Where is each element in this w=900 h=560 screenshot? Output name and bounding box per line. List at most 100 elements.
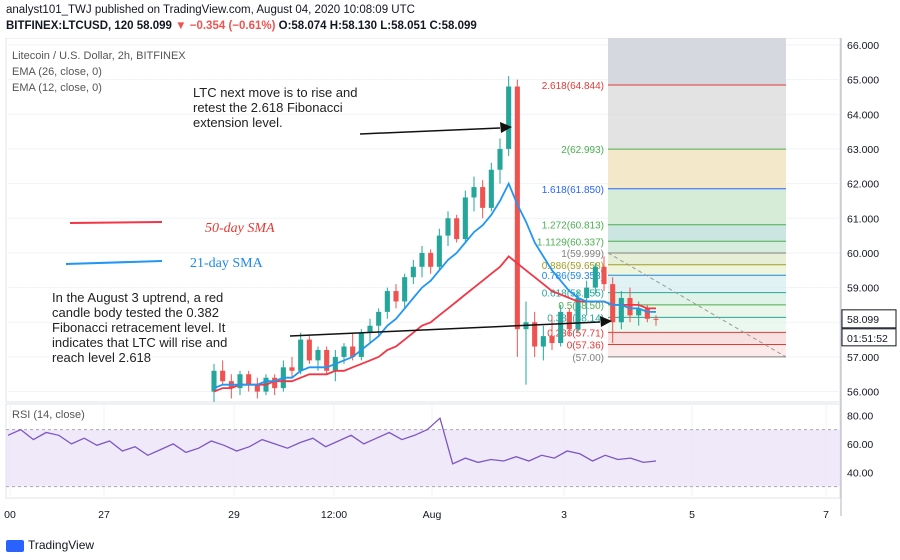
fib-zone [608,304,786,318]
sma50-legend-stroke [69,221,163,224]
fib-zone [608,275,786,293]
fib-zone [608,38,786,86]
time-tick-label: Aug [423,509,442,521]
candle-body [540,336,546,347]
rsi-band [6,429,840,487]
candle-body [272,377,278,389]
price-change: ▼ −0.354 (−0.61%) [175,20,276,32]
last-price-badge-text: 58.099 [847,314,879,326]
bottom-arrow-line [289,321,601,337]
top-annotation-line: LTC next move is to rise and [193,85,358,100]
fib-level-label: 2.618(64.844) [542,81,604,92]
fib-zone [608,252,786,265]
price-chart[interactable]: 66.000 65.000 64.000 63.000 62.000 61.000 60.0… [0,38,900,534]
fib-level-label: 1.1129(60.337) [537,237,604,248]
tradingview-logo[interactable]: TradingView [6,538,94,552]
bottom-arrow-head [600,316,612,327]
countdown-badge [841,328,897,347]
fib-level-label: 1.272(60.813) [542,221,604,232]
candle-body [480,187,486,208]
candle-body [428,252,434,267]
symbol-legend: Litecoin / U.S. Dollar, 2h, BITFINEX [12,50,186,62]
candle-body [220,370,226,382]
candle-body [445,218,451,236]
ohlc-values: O:58.074 H:58.130 L:58.051 C:58.099 [278,20,477,32]
bottom-annotation-line: reach level 2.618 [52,350,152,365]
time-tick-label: 3 [561,509,567,521]
sma50-label: 50-day SMA [205,221,275,236]
footer: TradingView [0,534,900,560]
fib-zone [608,264,786,276]
candle-body [246,374,252,385]
price-tick-label: 62.000 [847,179,879,191]
bottom-annotation-line: candle body tested the 0.382 [52,305,219,320]
candle-body [506,86,512,149]
fib-zone [608,332,786,345]
last-price: 58.099 [136,20,172,32]
fib-zone [608,188,786,225]
bottom-annotation: In the August 3 uptrend, a red candle bo… [52,290,227,365]
candle-body [350,346,356,357]
candle-body [298,339,304,371]
bottom-annotation-line: Fibonacci retracement level. It [52,320,226,335]
tradingview-mark-icon [6,539,24,552]
fib-zone [608,85,786,150]
fib-level-label: 0.236(57.71) [547,328,604,339]
time-tick-label: 7 [823,509,829,521]
price-tick-label: 64.000 [847,109,879,121]
sma21-label: 21-day SMA [190,256,263,271]
ema12-legend: EMA (12, close, 0) [12,82,102,94]
candle-body [601,266,607,285]
candle-body [410,266,416,278]
candle-body [549,336,555,344]
candle-body [306,339,312,361]
chart-header: analyst101_TWJ published on TradingView.… [0,0,900,42]
candle-body [211,370,217,392]
price-tick-label: 57.000 [847,352,879,364]
price-tick-label: 61.000 [847,213,879,225]
symbol-quote-line: BITFINEX:LTCUSD, 120 58.099 ▼ −0.354 (−0… [6,20,477,32]
indicator-legend: Litecoin / U.S. Dollar, 2h, BITFINEX EMA… [12,48,186,96]
candle-body [532,322,538,347]
fib-zone [608,317,786,333]
time-tick-label: 12:00 [321,509,347,521]
candle-body [653,318,659,320]
top-annotation-line: extension level. [193,115,283,130]
candle-body [254,384,260,392]
fib-zone [608,292,786,305]
candle-body [393,291,399,302]
candle-body [514,86,520,330]
rsi-tick-label: 40.00 [847,467,873,479]
tradingview-brand: TradingView [28,538,95,552]
symbol-pair: BITFINEX:LTCUSD, 120 [6,20,134,32]
price-tick-label: 59.000 [847,283,879,295]
candle-body [376,311,382,326]
candle-body [315,350,321,361]
countdown-badge-text: 01:51:52 [847,333,888,345]
ema26-legend: EMA (26, close, 0) [12,66,102,78]
price-tick-label: 65.000 [847,75,879,87]
top-annotation-line: retest the 2.618 Fibonacci [193,100,343,115]
candle-body [384,291,390,312]
rsi-tick-label: 80.00 [847,410,873,422]
fib-level-label: 1(59.999) [561,249,604,260]
candle-body [488,169,494,208]
candle-body [237,374,243,389]
price-tick-label: 66.000 [847,40,879,52]
candle-body [636,308,642,316]
ema26-line [213,255,656,393]
fib-trend-line [607,252,787,358]
candle-body [471,187,477,198]
candle-body [592,266,598,288]
candle-body [402,277,408,302]
candle-body [289,367,295,371]
candle-body [341,346,347,357]
candle-body [358,332,364,357]
price-tick-label: 56.000 [847,387,879,399]
candle-body [324,350,330,371]
candle-body [436,235,442,267]
fib-zone [608,241,786,253]
bottom-annotation-line: In the August 3 uptrend, a red [52,290,224,305]
candle-body [367,325,373,333]
candle-body [618,298,624,323]
